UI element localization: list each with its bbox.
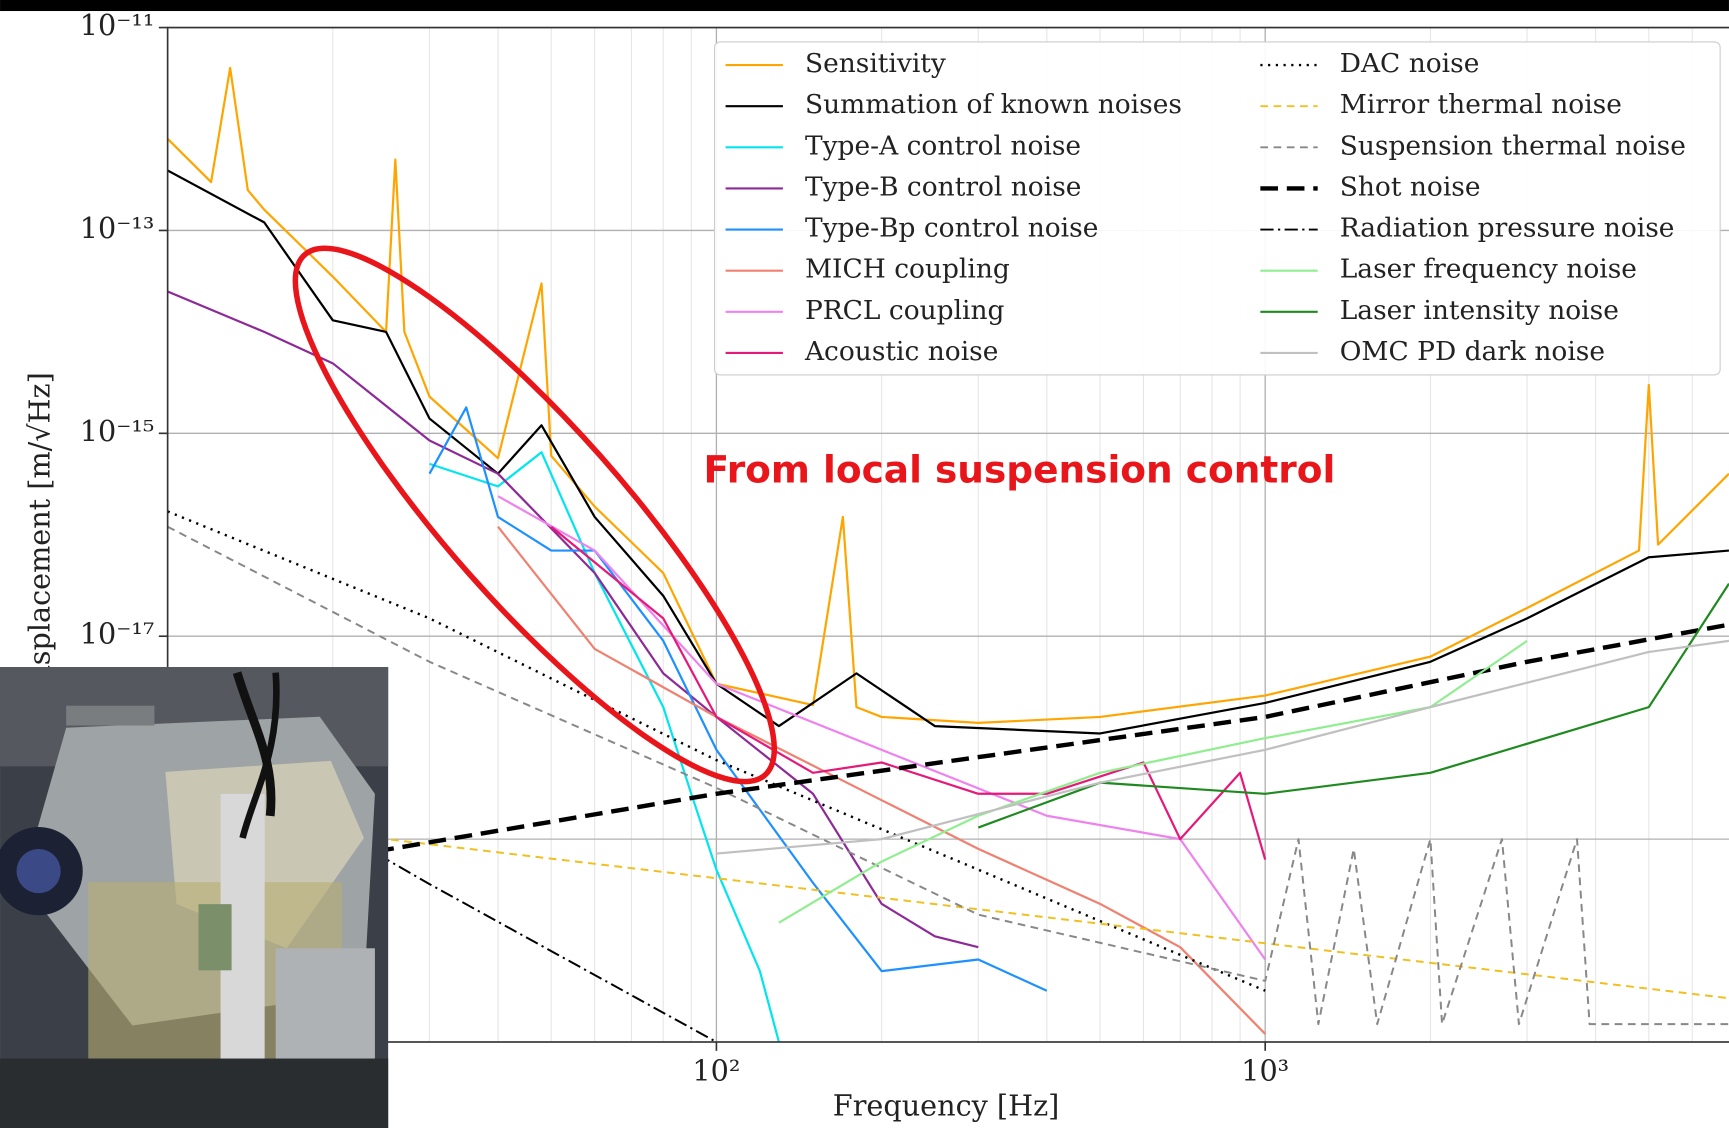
series-line (167, 812, 1729, 1000)
y-tick-label: 10⁻¹⁵ (80, 414, 155, 448)
legend-label: Type-B control noise (805, 171, 1081, 202)
legend-label: MICH coupling (805, 254, 1010, 285)
legend-label: Laser intensity noise (1340, 295, 1619, 326)
series-line (716, 639, 1729, 855)
x-axis-label: Frequency [Hz] (833, 1089, 1060, 1123)
series-line (977, 583, 1729, 829)
series-line (497, 526, 1266, 1035)
y-tick-label: 10⁻¹¹ (80, 8, 155, 42)
legend-label: OMC PD dark noise (1340, 336, 1605, 367)
series-line (167, 290, 979, 949)
legend-label: Mirror thermal noise (1340, 89, 1622, 120)
legend-label: Shot noise (1340, 171, 1481, 202)
legend-label: Type-Bp control noise (805, 213, 1098, 244)
legend-label: Summation of known noises (805, 89, 1182, 120)
highlight-ellipse (292, 245, 778, 785)
series-line (550, 525, 1267, 860)
legend-label: PRCL coupling (805, 295, 1005, 326)
legend-label: Acoustic noise (804, 336, 998, 367)
y-tick-label: 10⁻¹³ (80, 211, 155, 245)
annotation: From local suspension control (704, 447, 1336, 491)
series-line (167, 622, 1729, 889)
top-band (0, 0, 1729, 12)
series-line (167, 510, 1266, 992)
series-line (429, 451, 780, 1042)
legend-label: Radiation pressure noise (1340, 213, 1675, 244)
series-line (167, 525, 1729, 1026)
legend-label: Sensitivity (805, 48, 946, 79)
y-axis-label: Displacement [m/√Hz] (22, 372, 56, 697)
x-tick-label: 10³ (1241, 1053, 1289, 1087)
legend-label: Suspension thermal noise (1340, 130, 1686, 161)
plot-frame (166, 26, 1729, 1043)
y-tick-label: 10⁻¹⁷ (80, 617, 155, 651)
legend-box (713, 41, 1721, 376)
legend-label: Type-A control noise (805, 130, 1081, 161)
photo-inset (0, 667, 389, 1128)
series-line (428, 406, 1048, 992)
x-tick-label: 10² (692, 1053, 740, 1087)
legend-label: Laser frequency noise (1340, 254, 1637, 285)
legend-label: DAC noise (1340, 48, 1480, 79)
legend: Sensitivity Summation of known noises Type… (713, 41, 1721, 376)
